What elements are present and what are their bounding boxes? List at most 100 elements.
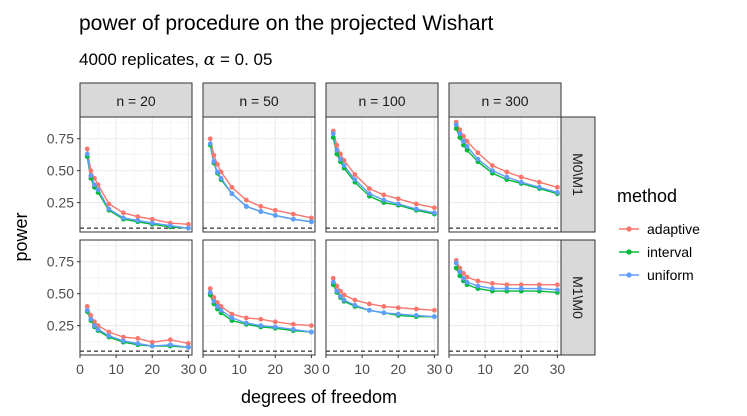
data-point-adaptive <box>215 161 220 167</box>
data-point-adaptive <box>461 270 466 276</box>
data-point-interval <box>457 273 463 279</box>
x-tick-label: 20 <box>390 361 406 377</box>
data-point-uniform <box>489 286 495 291</box>
data-point-adaptive <box>215 300 220 306</box>
data-point-adaptive <box>92 319 97 325</box>
panel-m0-m1-n-100 <box>325 116 439 233</box>
data-point-uniform <box>120 215 126 221</box>
legend-item-uniform: uniform <box>619 267 694 283</box>
panel-m0-m1-n-300 <box>448 116 562 233</box>
data-point-adaptive <box>258 204 264 209</box>
panel-background <box>80 117 192 232</box>
x-tick-label: 20 <box>513 361 529 377</box>
data-point-uniform <box>475 283 481 289</box>
facet-panels: n = 20 n = 50 n = 100 n = 300 M0\M1 M1\M0 0.25… <box>47 82 596 377</box>
facet-strip-n-300 <box>448 82 562 118</box>
data-point-adaptive <box>290 321 296 327</box>
data-point-uniform <box>461 275 466 281</box>
data-point-adaptive <box>120 210 126 216</box>
data-point-uniform <box>431 314 437 320</box>
data-point-adaptive <box>536 179 542 185</box>
data-point-adaptive <box>395 305 401 311</box>
facet-strip-row-1 <box>560 116 596 233</box>
data-point-uniform <box>518 179 524 185</box>
data-point-adaptive <box>536 282 542 288</box>
data-point-uniform <box>308 329 314 335</box>
facet-strip-row-label: M1\M0 <box>570 276 586 319</box>
facet-strip-n-50 <box>202 82 316 118</box>
data-point-adaptive <box>489 281 495 286</box>
data-point-adaptive <box>395 196 401 202</box>
data-point-uniform <box>536 286 542 291</box>
panel-border <box>325 239 439 356</box>
data-point-uniform <box>218 175 224 181</box>
legend-item-adaptive: adaptive <box>619 221 700 237</box>
data-point-adaptive <box>88 312 94 318</box>
x-tick-label: 10 <box>231 361 247 377</box>
data-point-uniform <box>211 298 217 304</box>
panel-border <box>202 116 316 233</box>
x-axis-label: degrees of freedom <box>241 387 397 407</box>
data-point-adaptive <box>120 334 126 340</box>
data-point-uniform <box>92 182 97 188</box>
data-point-uniform <box>554 189 560 195</box>
x-tick-label: 30 <box>550 361 566 377</box>
panel-background <box>80 240 192 355</box>
data-point-uniform <box>92 323 97 329</box>
x-tick-label: 0 <box>322 361 330 377</box>
data-point-uniform <box>243 204 249 209</box>
x-tick-label: 10 <box>354 361 370 377</box>
data-point-uniform <box>84 307 90 313</box>
series-line-uniform <box>86 153 189 229</box>
data-point-adaptive <box>211 152 217 158</box>
data-point-uniform <box>149 220 155 226</box>
data-point-adaptive <box>167 337 173 343</box>
data-point-adaptive <box>95 323 101 329</box>
legend: method adaptive interval uniform <box>617 186 700 283</box>
legend-item-interval: interval <box>619 244 692 260</box>
data-point-uniform <box>167 342 173 348</box>
data-point-adaptive <box>84 304 90 309</box>
data-point-interval <box>464 147 470 153</box>
data-point-interval <box>461 142 466 148</box>
data-point-interval <box>334 151 340 157</box>
series-line-interval <box>86 156 189 229</box>
data-point-adaptive <box>207 286 213 291</box>
data-point-adaptive <box>229 311 235 317</box>
legend-key-point <box>626 272 632 278</box>
data-point-adaptive <box>308 323 314 329</box>
data-point-adaptive <box>211 295 217 300</box>
data-point-uniform <box>272 324 278 330</box>
data-point-uniform <box>554 287 560 293</box>
legend-label: adaptive <box>647 221 700 237</box>
data-point-adaptive <box>413 201 419 207</box>
y-tick-label: 0.25 <box>47 195 74 211</box>
data-point-adaptive <box>185 341 191 346</box>
data-point-adaptive <box>554 282 560 288</box>
data-point-adaptive <box>149 339 155 345</box>
data-point-adaptive <box>461 133 466 139</box>
facet-strip-label: n = 20 <box>116 93 156 109</box>
data-point-uniform <box>95 187 101 193</box>
data-point-uniform <box>341 297 347 303</box>
chart-title: power of procedure on the projected Wish… <box>79 12 494 35</box>
data-point-uniform <box>504 286 510 291</box>
data-point-uniform <box>453 122 459 128</box>
data-point-uniform <box>135 218 141 223</box>
facet-strip-label: n = 50 <box>239 93 279 109</box>
x-tick-label: 30 <box>427 361 443 377</box>
data-point-uniform <box>167 223 173 229</box>
data-point-adaptive <box>352 172 358 177</box>
data-point-uniform <box>218 307 224 313</box>
data-point-uniform <box>135 341 141 346</box>
data-point-uniform <box>395 201 401 207</box>
data-point-uniform <box>457 131 463 137</box>
data-point-uniform <box>106 206 112 212</box>
panel-m1-m0-n-20 <box>79 239 193 356</box>
data-point-adaptive <box>341 158 347 163</box>
series-line-uniform <box>209 143 312 223</box>
panel-m1-m0-n-50 <box>202 239 316 356</box>
data-point-uniform <box>330 279 336 285</box>
data-point-uniform <box>185 225 191 231</box>
